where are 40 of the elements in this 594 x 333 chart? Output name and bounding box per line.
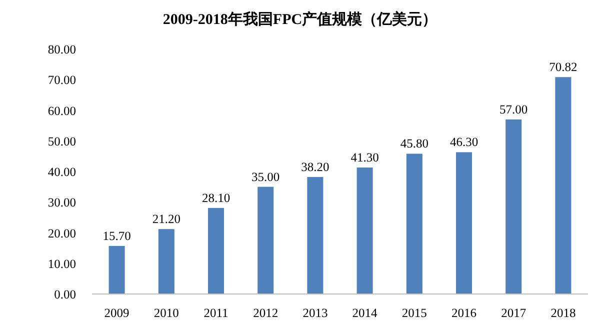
bar xyxy=(456,152,472,294)
data-label: 46.30 xyxy=(450,135,478,150)
bar xyxy=(506,119,522,294)
x-tick-label: 2014 xyxy=(352,306,378,320)
x-tick-label: 2018 xyxy=(550,306,576,320)
data-label: 41.30 xyxy=(350,150,379,165)
x-tick-label: 2013 xyxy=(302,306,328,320)
bar xyxy=(356,168,373,294)
y-tick-label: 60.00 xyxy=(48,104,76,118)
data-label: 35.00 xyxy=(252,170,280,184)
data-label: 21.20 xyxy=(152,212,180,226)
bar xyxy=(108,246,125,294)
data-label: 57.00 xyxy=(500,102,528,116)
data-label: 45.80 xyxy=(400,136,428,151)
x-tick-label: 2017 xyxy=(501,306,526,320)
x-tick-label: 2015 xyxy=(402,306,427,320)
x-tick-label: 2016 xyxy=(452,306,476,320)
y-tick-label: 30.00 xyxy=(48,196,76,210)
data-label: 38.20 xyxy=(301,160,330,174)
x-tick-label: 2010 xyxy=(154,306,179,320)
y-tick-label: 20.00 xyxy=(48,226,76,240)
chart-title: 2009-2018年我国FPC产值规模（亿美元） xyxy=(162,10,438,28)
y-tick-label: 70.00 xyxy=(48,73,76,88)
x-tick-label: 2009 xyxy=(104,306,130,320)
bar xyxy=(158,229,174,294)
y-tick-label: 40.00 xyxy=(48,165,76,179)
bar xyxy=(307,177,324,294)
y-tick-label: 0.00 xyxy=(54,288,76,302)
y-tick-label: 80.00 xyxy=(48,42,76,56)
data-label: 28.10 xyxy=(202,190,230,205)
x-tick-label: 2012 xyxy=(253,306,278,320)
data-label: 70.82 xyxy=(549,60,578,74)
x-tick-label: 2011 xyxy=(204,306,228,320)
y-tick-label: 10.00 xyxy=(48,256,76,271)
bar xyxy=(406,154,422,294)
bar xyxy=(208,208,224,294)
data-label: 15.70 xyxy=(102,228,131,243)
bar xyxy=(555,77,572,294)
bar xyxy=(258,186,274,294)
y-tick-label: 50.00 xyxy=(48,134,76,148)
